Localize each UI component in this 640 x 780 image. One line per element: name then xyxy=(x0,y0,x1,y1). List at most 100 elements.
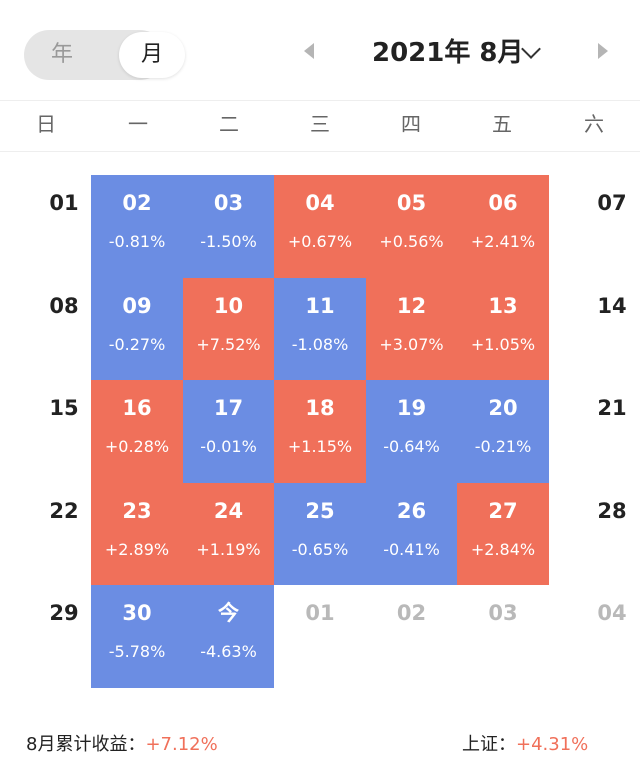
calendar-day-cell[interactable]: 15 xyxy=(28,380,100,483)
index-return-label: 上证： xyxy=(462,734,516,755)
calendar-day-cell[interactable]: 21 xyxy=(572,380,640,483)
day-number: 28 xyxy=(597,499,627,523)
calendar-day-cell[interactable]: 14 xyxy=(572,278,640,380)
day-return: -0.41% xyxy=(383,540,440,559)
calendar-day-cell[interactable]: 今 -4.63% xyxy=(183,585,274,688)
day-return: -0.21% xyxy=(474,437,532,456)
calendar-day-cell[interactable]: 03 xyxy=(457,585,549,688)
day-number: 04 xyxy=(305,191,335,215)
calendar-day-cell[interactable]: 18 +1.15% xyxy=(274,380,366,483)
day-number: 13 xyxy=(488,294,518,318)
day-number: 20 xyxy=(488,396,518,420)
day-number: 21 xyxy=(597,396,627,420)
calendar-day-cell[interactable]: 09 -0.27% xyxy=(91,278,183,380)
day-return: +2.89% xyxy=(104,540,170,559)
calendar-grid: 01 02 -0.81% 03 -1.50% 04 +0.67% 05 +0.56% 06 +2.4… xyxy=(0,175,640,690)
day-number: 07 xyxy=(597,191,627,215)
day-number: 30 xyxy=(122,601,152,625)
weekday-fri: 五 xyxy=(492,112,512,136)
calendar-day-cell[interactable]: 20 -0.21% xyxy=(457,380,549,483)
day-number: 25 xyxy=(305,499,335,523)
month-return-value: +7.12% xyxy=(145,734,218,755)
weekday-mon: 一 xyxy=(128,112,148,136)
calendar-day-cell[interactable]: 10 +7.52% xyxy=(183,278,274,380)
day-number: 15 xyxy=(49,396,79,420)
day-number: 06 xyxy=(488,191,518,215)
calendar-day-cell[interactable]: 06 +2.41% xyxy=(457,175,549,278)
toggle-month[interactable]: 月 xyxy=(119,32,185,78)
day-number: 01 xyxy=(49,191,79,215)
day-return: +0.67% xyxy=(287,232,353,251)
day-number: 26 xyxy=(396,499,427,523)
month-return-label: 8月累计收益： xyxy=(26,734,146,755)
day-return: +7.52% xyxy=(196,335,261,354)
calendar-day-cell[interactable]: 29 xyxy=(28,585,100,688)
day-return: -0.01% xyxy=(200,437,257,456)
day-number: 22 xyxy=(49,499,79,523)
day-return: +3.07% xyxy=(379,335,444,354)
index-return-value: +4.31% xyxy=(516,734,589,755)
month-title[interactable]: 2021年 8月 xyxy=(372,38,524,68)
day-return: +2.84% xyxy=(470,540,536,559)
calendar-day-cell[interactable]: 11 -1.08% xyxy=(274,278,366,380)
calendar-day-cell[interactable]: 04 +0.67% xyxy=(274,175,366,278)
day-return: -5.78% xyxy=(108,642,166,661)
calendar-day-cell[interactable]: 02 -0.81% xyxy=(91,175,183,278)
day-return: -0.27% xyxy=(108,335,166,354)
calendar-day-cell[interactable]: 08 xyxy=(28,278,100,380)
day-return: -4.63% xyxy=(200,642,257,661)
day-number: 27 xyxy=(488,499,518,523)
day-number: 02 xyxy=(122,191,152,215)
calendar-day-cell[interactable]: 12 +3.07% xyxy=(366,278,457,380)
day-return: -0.65% xyxy=(291,540,349,559)
day-number: 23 xyxy=(122,499,152,523)
calendar-day-cell[interactable]: 22 xyxy=(28,483,100,585)
day-return: -0.64% xyxy=(383,437,440,456)
calendar-day-cell[interactable]: 02 xyxy=(366,585,457,688)
day-number: 02 xyxy=(396,601,427,625)
day-number: 04 xyxy=(597,601,627,625)
calendar-day-cell[interactable]: 05 +0.56% xyxy=(366,175,457,278)
calendar-day-cell[interactable]: 25 -0.65% xyxy=(274,483,366,585)
calendar-day-cell[interactable]: 01 xyxy=(274,585,366,688)
day-number: 12 xyxy=(396,294,427,318)
calendar-day-cell[interactable]: 19 -0.64% xyxy=(366,380,457,483)
day-return: -0.81% xyxy=(108,232,166,251)
day-return: +2.41% xyxy=(470,232,536,251)
calendar-day-cell[interactable]: 30 -5.78% xyxy=(91,585,183,688)
day-number: 10 xyxy=(213,294,244,318)
day-return: +0.56% xyxy=(379,232,444,251)
weekday-thu: 四 xyxy=(401,112,421,136)
calendar-day-cell[interactable]: 24 +1.19% xyxy=(183,483,274,585)
day-number: 03 xyxy=(488,601,518,625)
day-number: 03 xyxy=(213,191,244,215)
next-month-icon[interactable] xyxy=(598,43,608,59)
calendar-day-cell[interactable]: 01 xyxy=(28,175,100,278)
day-return: +1.19% xyxy=(196,540,261,559)
calendar-day-cell[interactable]: 17 -0.01% xyxy=(183,380,274,483)
day-number: 17 xyxy=(213,396,244,420)
weekday-tue: 二 xyxy=(219,112,239,136)
year-month-toggle[interactable]: 年 月 xyxy=(24,30,185,80)
toggle-year[interactable]: 年 xyxy=(50,42,73,67)
prev-month-icon[interactable] xyxy=(304,43,314,59)
index-return-summary: 上证：+4.31% xyxy=(462,732,588,758)
day-number: 05 xyxy=(396,191,427,215)
weekday-wed: 三 xyxy=(310,112,330,136)
weekday-sun: 日 xyxy=(36,112,56,136)
day-number: 14 xyxy=(597,294,627,318)
calendar-day-cell[interactable]: 16 +0.28% xyxy=(91,380,183,483)
day-number: 24 xyxy=(213,499,244,523)
calendar-day-cell[interactable]: 27 +2.84% xyxy=(457,483,549,585)
chevron-down-icon[interactable] xyxy=(521,39,541,59)
calendar-day-cell[interactable]: 26 -0.41% xyxy=(366,483,457,585)
calendar-day-cell[interactable]: 28 xyxy=(572,483,640,585)
calendar-day-cell[interactable]: 23 +2.89% xyxy=(91,483,183,585)
calendar-day-cell[interactable]: 13 +1.05% xyxy=(457,278,549,380)
day-return: -1.50% xyxy=(200,232,257,251)
day-return: +1.15% xyxy=(287,437,353,456)
day-number: 今 xyxy=(218,601,239,625)
calendar-day-cell[interactable]: 03 -1.50% xyxy=(183,175,274,278)
calendar-day-cell[interactable]: 04 xyxy=(572,585,640,688)
calendar-day-cell[interactable]: 07 xyxy=(572,175,640,278)
